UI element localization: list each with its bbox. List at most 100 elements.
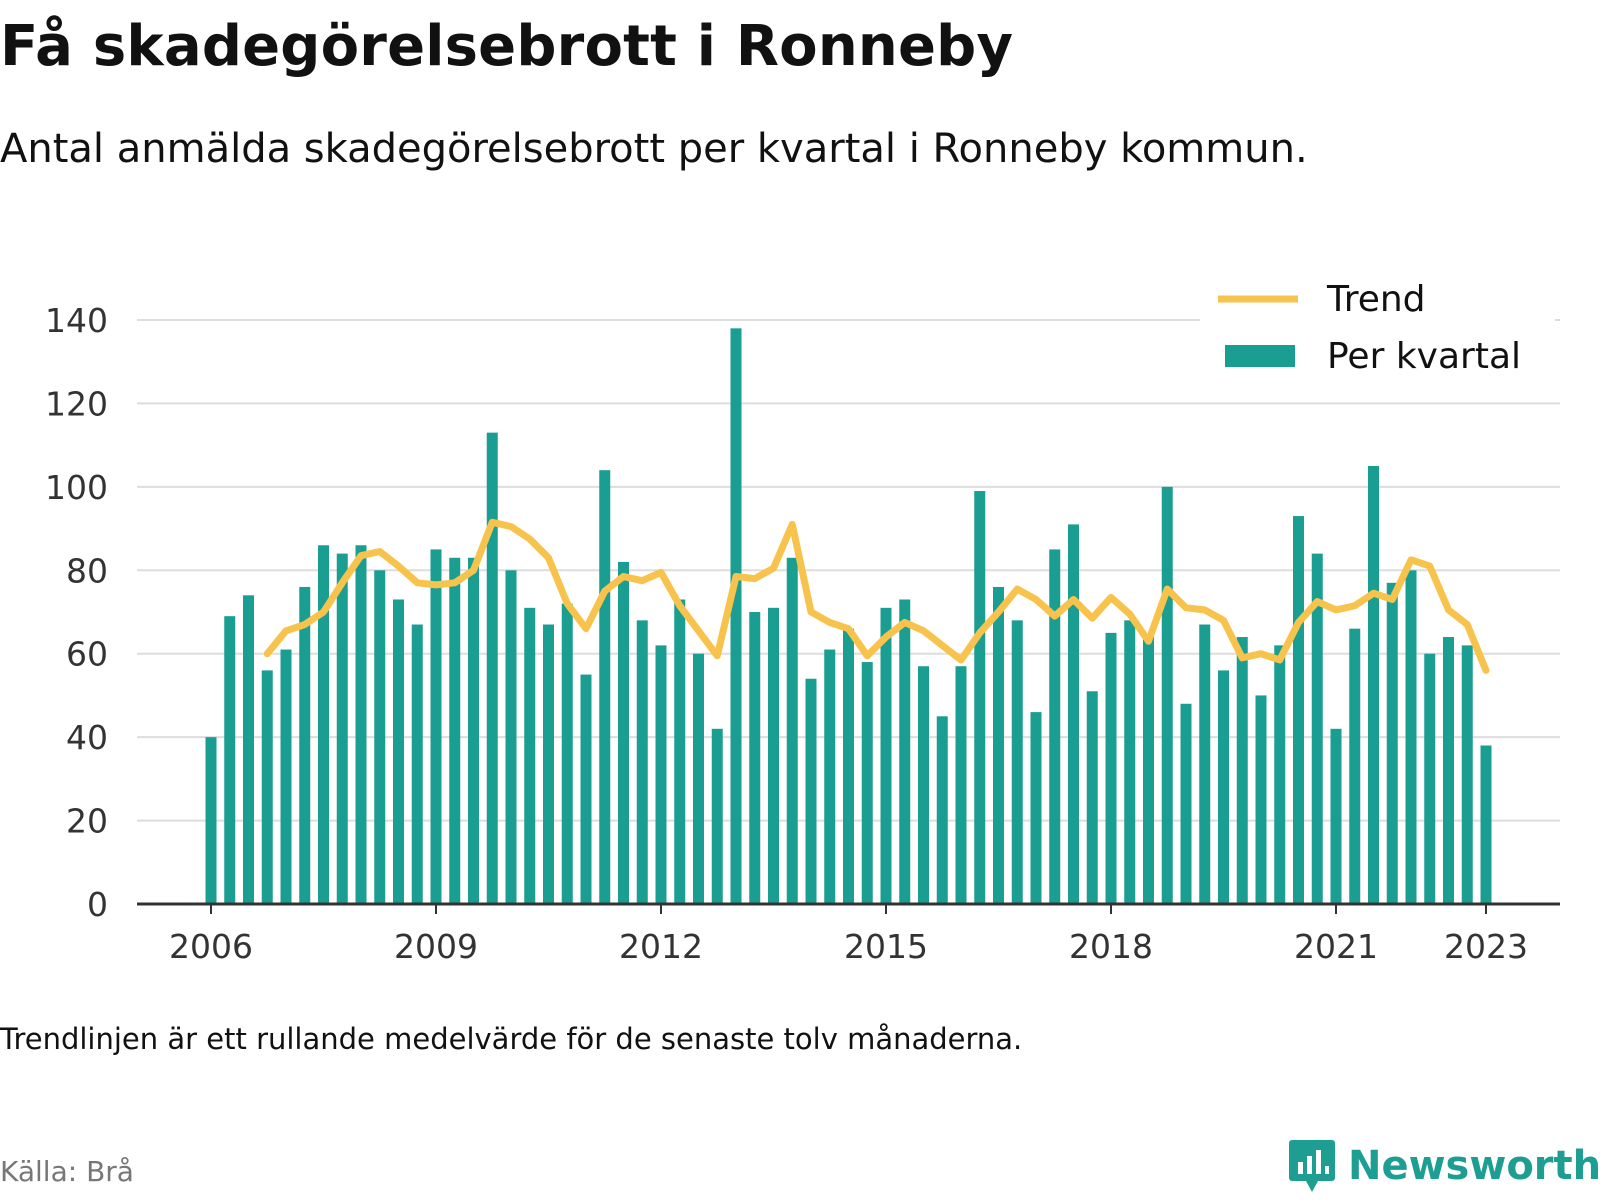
bar [1480,745,1492,904]
bar [843,628,854,904]
bar [1068,524,1079,904]
bar [524,607,536,904]
bar [1255,695,1267,904]
axes: 0 20 40 60 80 100 120 140 2006 2009 2012 2015 2018 20… [45,301,1560,966]
bar [355,545,367,904]
brand-name: Newsworthy [1348,1143,1600,1189]
y-tick-label: 120 [45,384,108,423]
bar [561,603,573,904]
bar [880,607,892,904]
bar [749,612,761,904]
bar [1386,582,1398,904]
y-tick-label: 100 [45,468,108,507]
bar [1199,624,1211,904]
chart-subtitle: Antal anmälda skadegörelsebrott per kvar… [0,126,1308,172]
bar [936,716,948,904]
source-credit: Källa: Brå [0,1155,134,1188]
bar [1218,670,1229,904]
bar [1086,691,1098,904]
bar [899,599,911,904]
bar [730,328,742,904]
bar [768,607,779,904]
bar [1030,712,1042,904]
trend-line [263,518,1490,674]
bar [205,737,217,904]
legend: Trend Per kvartal [1200,279,1555,380]
bar-series [205,328,1492,904]
bar [693,653,704,904]
bar [1424,653,1436,904]
x-tick-label: 2006 [169,927,253,966]
bar [299,586,311,904]
bar [374,570,386,904]
bar [674,599,686,904]
bar [468,557,479,904]
bar [1405,570,1417,904]
bar [411,624,423,904]
trend-series [263,518,1490,674]
bar [1330,728,1342,904]
bar [1049,549,1061,904]
bar [449,557,461,904]
bar [861,662,873,904]
bar [824,649,836,904]
bar [1274,645,1286,904]
x-tick-label: 2021 [1294,927,1378,966]
x-tick-label: 2009 [394,927,478,966]
bar [243,595,254,904]
y-tick-label: 20 [66,802,108,841]
bar [1443,637,1454,904]
y-tick-label: 0 [87,885,108,924]
bar [393,599,404,904]
x-tick-label: 2023 [1444,927,1528,966]
chart: 0 20 40 60 80 100 120 140 2006 2009 2012 2015 2018 20… [45,279,1560,966]
bar [505,570,517,904]
chart-title: Få skadegörelsebrott i Ronneby [0,14,1014,79]
y-tick-label: 140 [45,301,108,340]
bar [1011,620,1023,904]
bar [955,666,967,904]
bar [1349,628,1361,904]
bar [580,674,592,904]
y-tick-label: 40 [66,718,108,757]
x-tick-label: 2018 [1069,927,1153,966]
y-tick-label: 80 [66,551,108,590]
bar [318,545,329,904]
bar [1368,466,1379,904]
bar [1143,637,1154,904]
bar [711,728,723,904]
bar [1293,516,1304,904]
bar [336,553,348,904]
bar [1105,632,1117,904]
bar [430,549,442,904]
bar [486,432,498,904]
footnote: Trendlinjen är ett rullande medelvärde f… [0,1022,1023,1056]
x-tick-label: 2012 [619,927,703,966]
brand-logo: Newsworthy [1288,1138,1600,1194]
bar [1124,620,1136,904]
bar [543,624,554,904]
bar [655,645,667,904]
bar [1161,486,1173,904]
bar [786,557,798,904]
bar [1236,637,1248,904]
bar [805,678,817,904]
bar [1311,553,1323,904]
bar [1461,645,1473,904]
bar [261,670,273,904]
y-tick-label: 60 [66,635,108,674]
bar-chart-speech-bubble-icon [1289,1140,1335,1192]
bar [1180,703,1192,904]
legend-bars-label: Per kvartal [1327,336,1521,377]
bar [224,616,236,904]
bar [618,561,629,904]
bar [636,620,648,904]
bar [993,586,1004,904]
x-tick-label: 2015 [844,927,928,966]
bar [599,470,611,904]
bar [918,666,929,904]
bar [280,649,292,904]
legend-bars-swatch [1225,345,1295,367]
bar [974,491,986,904]
legend-trend-label: Trend [1326,279,1426,320]
